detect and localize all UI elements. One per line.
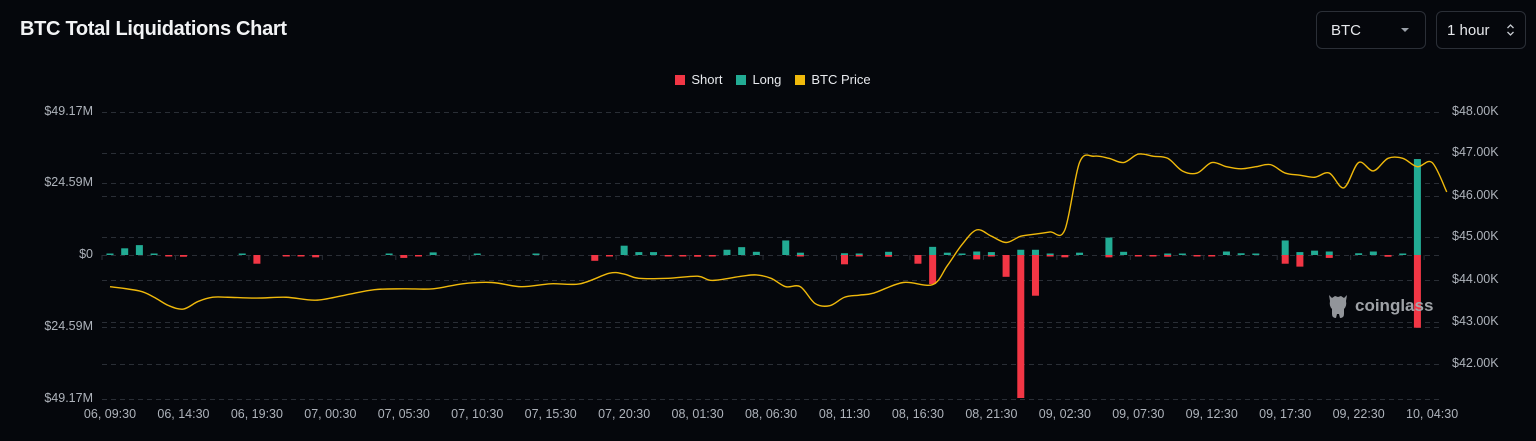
- left-axis-tick: $0: [79, 247, 93, 261]
- legend-item-btc-price[interactable]: BTC Price: [795, 72, 871, 87]
- chart-legend: Short Long BTC Price: [0, 72, 1536, 87]
- x-axis-tick: 09, 17:30: [1259, 407, 1312, 421]
- interval-select[interactable]: 1 hour: [1436, 11, 1526, 49]
- legend-label: Short: [691, 72, 723, 87]
- page-title: BTC Total Liquidations Chart: [20, 18, 287, 40]
- x-axis-tick: 08, 21:30: [965, 407, 1018, 421]
- legend-label: BTC Price: [811, 72, 871, 87]
- x-axis-tick: 09, 07:30: [1112, 407, 1165, 421]
- x-axis-tick: 07, 00:30: [304, 407, 357, 421]
- right-axis-tick: $48.00K: [1452, 104, 1499, 118]
- left-axis-tick: $49.17M: [44, 391, 93, 405]
- x-axis-tick: 09, 22:30: [1332, 407, 1385, 421]
- x-axis-tick: 10, 04:30: [1406, 407, 1459, 421]
- right-axis-tick: $45.00K: [1452, 229, 1499, 243]
- legend-label: Long: [752, 72, 782, 87]
- coinglass-watermark: coinglass: [1326, 292, 1433, 320]
- coin-select[interactable]: BTC: [1316, 11, 1426, 49]
- chart-controls: BTC 1 hour: [1316, 11, 1526, 49]
- legend-item-short[interactable]: Short: [675, 72, 722, 87]
- right-axis-tick: $46.00K: [1452, 188, 1499, 202]
- x-axis-tick: 06, 19:30: [230, 407, 283, 421]
- updown-chevron-icon: [1506, 23, 1515, 37]
- left-axis-tick: $24.59M: [44, 319, 93, 333]
- x-axis-tick: 08, 06:30: [744, 407, 798, 421]
- long-swatch-icon: [736, 74, 747, 85]
- right-axis-tick: $42.00K: [1452, 356, 1499, 370]
- x-axis-tick: 07, 15:30: [524, 407, 577, 421]
- x-axis-tick: 08, 01:30: [671, 407, 724, 421]
- interval-select-value: 1 hour: [1447, 21, 1490, 39]
- right-axis-tick: $44.00K: [1452, 272, 1499, 286]
- legend-item-long[interactable]: Long: [736, 72, 781, 87]
- x-axis-tick: 07, 20:30: [598, 407, 651, 421]
- x-axis-tick: 08, 16:30: [891, 407, 945, 421]
- left-axis-tick: $24.59M: [44, 175, 93, 189]
- x-axis-tick: 06, 14:30: [157, 407, 210, 421]
- right-axis-tick: $43.00K: [1452, 314, 1499, 328]
- x-axis-tick: 07, 10:30: [451, 407, 504, 421]
- x-axis-tick: 08, 11:30: [818, 407, 871, 421]
- coinglass-bull-icon: [1329, 295, 1347, 318]
- short-swatch-icon: [675, 74, 686, 85]
- coin-select-value: BTC: [1331, 21, 1361, 39]
- watermark-text: coinglass: [1355, 296, 1434, 315]
- caret-down-icon: [1401, 28, 1409, 32]
- x-axis-tick: 09, 02:30: [1038, 407, 1091, 421]
- x-axis-tick: 06, 09:30: [83, 407, 137, 421]
- right-axis-tick: $47.00K: [1452, 145, 1499, 159]
- x-axis-tick: 09, 12:30: [1185, 407, 1238, 421]
- x-axis-tick: 07, 05:30: [377, 407, 430, 421]
- left-axis-tick: $49.17M: [44, 104, 93, 118]
- price-swatch-icon: [795, 74, 806, 85]
